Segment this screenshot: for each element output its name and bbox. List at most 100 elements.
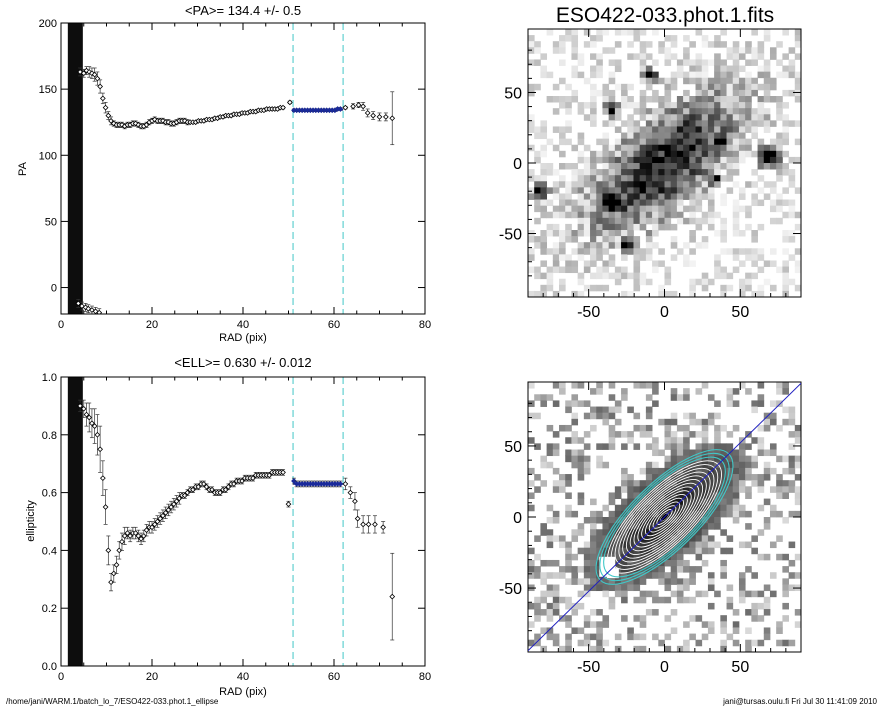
profile-point-74: [280, 469, 286, 476]
wrapped-point-4: [89, 307, 95, 313]
profile-point-94: [342, 481, 349, 487]
ell-y-axis-label: ellipticity: [25, 500, 37, 542]
y-tick-label-4: 200: [39, 18, 57, 30]
profile-point-22: [138, 535, 144, 542]
profile-point-6: [94, 431, 101, 438]
profile-point-36: [176, 495, 183, 502]
profile-point-21: [135, 533, 142, 539]
y-tick-label-5: 1.0: [42, 372, 57, 384]
plot-frame: [60, 22, 426, 315]
profile-point-26: [149, 524, 155, 531]
profile-point-51: [217, 489, 224, 496]
star-mask: [606, 568, 619, 579]
pa-x-axis-label: RAD (pix): [219, 332, 267, 344]
profile-point-100: [372, 521, 378, 528]
profile-point-46: [203, 483, 210, 490]
profile-point-8: [99, 475, 106, 482]
profile-point-9: [102, 104, 109, 111]
galaxy-image-pixels: -50 0 50 -50 0 50: [499, 28, 802, 321]
inner-radius-band: [67, 23, 83, 314]
image-title: ESO422-033.phot.1.fits: [556, 4, 774, 27]
profile-point-5: [91, 423, 98, 429]
profile-point-1: [80, 405, 87, 412]
profile-point-100: [376, 114, 383, 120]
profile-point-15: [119, 121, 125, 128]
y-tick-label-1: 50: [45, 216, 57, 228]
img-x-tick-label-1: 0: [660, 304, 669, 321]
ellipse-contour-image: -50 0 50 -50 0 50: [499, 381, 802, 676]
profile-point-54: [225, 483, 232, 490]
profile-point-45: [201, 481, 207, 487]
x-tick-label-4: 80: [419, 319, 431, 331]
ell-x-axis-label: RAD (pix): [219, 686, 267, 698]
profile-point-28: [154, 518, 161, 525]
image-pixel-grid: [528, 29, 802, 298]
profile-point-93: [337, 481, 344, 487]
profile-point-20: [132, 530, 139, 536]
profile-point-5: [91, 71, 98, 78]
pa-plot-area: 0 20 40 60 80 0 50 100 150 200: [39, 18, 431, 331]
profile-point-102: [389, 593, 396, 600]
img-x-tick-label-2: 50: [731, 659, 749, 676]
profile-point-16: [121, 533, 128, 539]
profile-point-34: [170, 501, 177, 508]
y-tick-label-3: 150: [39, 84, 57, 96]
profile-point-63: [250, 475, 256, 482]
profile-point-56: [231, 481, 237, 487]
profile-point-10: [105, 547, 112, 554]
img-y-tick-label-1: 0: [513, 510, 522, 527]
x-tick-label-4: 80: [419, 671, 431, 683]
profile-point-11: [108, 118, 114, 124]
profile-point-15: [119, 538, 125, 545]
img-y-tick-label-1: 0: [513, 156, 522, 173]
profile-point-93: [337, 106, 344, 112]
position-angle-line: [528, 382, 801, 652]
profile-point-101: [383, 114, 389, 120]
img-y-tick-label-2: 50: [504, 85, 522, 102]
plot-frame: [60, 376, 426, 667]
ellipticity-profile-chart: <ELL>= 0.630 +/- 0.012 0 20 40 60 80 0.0 0.2 0.…: [25, 355, 431, 698]
x-tick-label-0: 0: [58, 671, 64, 683]
profile-point-74: [280, 104, 286, 111]
profile-point-53: [222, 486, 229, 493]
pa-y-axis-label: PA: [17, 161, 29, 176]
profile-point-94: [342, 104, 349, 111]
profile-point-59: [239, 478, 245, 484]
img-x-tick-label-0: -50: [577, 659, 600, 676]
profile-point-32: [165, 507, 172, 513]
y-tick-label-3: 0.6: [42, 488, 57, 500]
profile-point-8: [99, 95, 106, 102]
profile-point-48: [209, 486, 215, 493]
profile-point-7: [97, 446, 103, 453]
profile-point-41: [190, 486, 196, 493]
ell-plot-area: 0 20 40 60 80 0.0 0.2 0.4 0.6 0.8 1.0: [42, 372, 431, 683]
profile-point-12: [110, 570, 117, 577]
ellipse-fit-image-panel: -50 0 50 -50 0 50: [499, 381, 802, 676]
profile-point-23: [140, 533, 147, 539]
profile-point-76: [291, 478, 297, 484]
profile-point-75: [286, 99, 293, 106]
pa-chart-title: <PA>= 134.4 +/- 0.5: [185, 3, 301, 18]
img-x-tick-label-2: 50: [731, 304, 749, 321]
profile-point-29: [157, 515, 164, 522]
galaxy-image-panel: ESO422-033.phot.1.fits -50 0 50 -50 0 50: [499, 4, 802, 321]
profile-point-17: [124, 530, 131, 536]
residual-pixel-grid: [528, 382, 802, 653]
inner-radius-band: [67, 377, 83, 666]
wrapped-point-0: [75, 300, 82, 307]
profile-point-10: [105, 112, 112, 119]
profile-point-7: [97, 83, 103, 90]
y-tick-label-4: 0.8: [42, 430, 57, 442]
profile-point-24: [143, 121, 150, 128]
profile-point-39: [184, 489, 191, 496]
profile-point-11: [108, 579, 114, 586]
profile-point-99: [370, 112, 376, 119]
profile-point-2: [83, 67, 90, 74]
footer-user-stamp: jani@tursas.oulu.fi Fri Jul 30 11:41:09 …: [723, 697, 877, 706]
img-x-tick-label-1: 0: [660, 659, 669, 676]
profile-point-13: [113, 561, 120, 568]
profile-point-0: [77, 403, 83, 409]
profile-point-35: [173, 498, 180, 505]
y-tick-label-0: 0: [51, 283, 57, 295]
profile-point-102: [389, 115, 396, 122]
